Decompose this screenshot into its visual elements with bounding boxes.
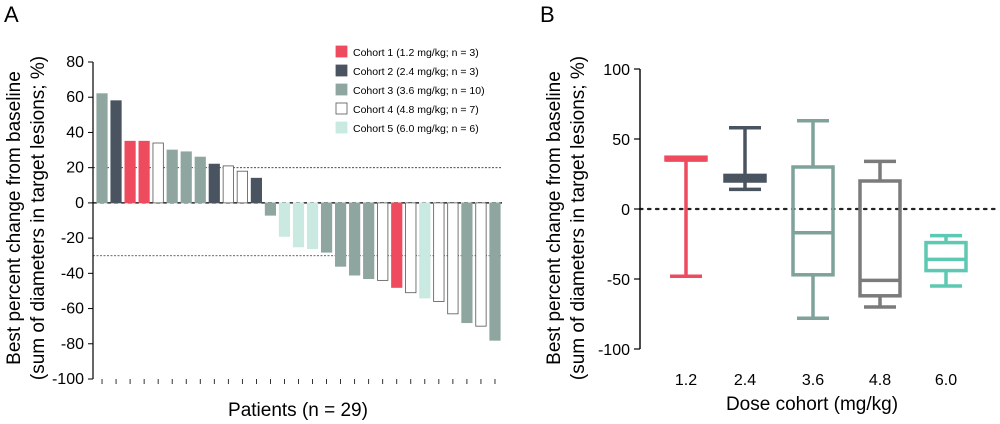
y-tick-label-60: 60 xyxy=(66,89,84,106)
bar-patient-28 xyxy=(475,202,487,327)
legend-swatch-cohort-4 xyxy=(335,102,348,115)
box-cohort-3.6 xyxy=(791,119,835,320)
x-tick-label-4.8: 4.8 xyxy=(869,372,891,389)
bar-patient-4 xyxy=(138,140,150,204)
panel-a-chart: 80 60 40 20 0 -20 -40 -60 -80 -100 Best percent c… xyxy=(4,45,502,421)
bar-patient-10 xyxy=(222,165,234,204)
box-cohort-6.0 xyxy=(924,233,968,288)
y-tick-label-0: 0 xyxy=(621,202,630,219)
legend-label-cohort-4: Cohort 4 (4.8 mg/kg; n = 7) xyxy=(353,104,479,116)
bar-patient-15 xyxy=(292,202,305,248)
bar-patient-3 xyxy=(124,140,136,204)
bar-patient-12 xyxy=(250,177,262,204)
y-tick-label-40: 40 xyxy=(66,124,84,141)
iqr-box xyxy=(791,165,835,277)
y-tick-label--80: -80 xyxy=(61,336,84,353)
bar-patient-6 xyxy=(166,149,178,204)
bar-patient-14 xyxy=(278,202,291,237)
bar-patient-16 xyxy=(306,202,319,250)
y-tick-label-20: 20 xyxy=(66,160,84,177)
panel-a-x-ticks xyxy=(101,379,496,384)
y-tick-label-0: 0 xyxy=(75,195,84,212)
panel-a-ylabel-line2: (sum of diameters in target lesions; %) xyxy=(28,56,49,380)
panel-a-legend: Cohort 1 (1.2 mg/kg; n = 3) Cohort 2 (2.4… xyxy=(335,45,485,135)
panel-a-ylabel-line1: Best percent change from baseline xyxy=(4,71,25,365)
panel-b-ylabel-line2: (sum of diameters in target lesions; %) xyxy=(568,56,589,380)
panel-a-y-ticks: 80 60 40 20 0 -20 -40 -60 -80 -100 xyxy=(52,54,84,388)
y-tick-label--100: -100 xyxy=(598,342,630,359)
iqr-box xyxy=(924,240,968,273)
legend-swatch-cohort-3 xyxy=(335,83,348,96)
y-tick-label-100: 100 xyxy=(603,62,630,79)
bar-patient-5 xyxy=(152,142,164,204)
legend-label-cohort-2: Cohort 2 (2.4 mg/kg; n = 3) xyxy=(353,66,479,78)
bar-patient-22 xyxy=(391,202,403,288)
bar-patient-7 xyxy=(180,151,192,204)
panel-b-y-ticks: 100 50 0 -50 -100 xyxy=(598,62,630,359)
bar-patient-2 xyxy=(110,100,122,204)
bar-patient-8 xyxy=(194,156,206,204)
y-tick-label--100: -100 xyxy=(52,371,84,388)
legend-swatch-cohort-2 xyxy=(335,64,348,77)
panel-a-label: A xyxy=(4,2,19,27)
legend-label-cohort-1: Cohort 1 (1.2 mg/kg; n = 3) xyxy=(353,47,479,59)
panel-b-axes xyxy=(634,68,641,350)
legend-swatch-cohort-1 xyxy=(335,45,348,58)
y-tick-label--40: -40 xyxy=(61,265,84,282)
iqr-box xyxy=(858,179,902,298)
y-tick-label--60: -60 xyxy=(61,301,84,318)
panel-b-boxes xyxy=(664,119,968,320)
bar-patient-19 xyxy=(349,202,361,276)
x-tick-label-2.4: 2.4 xyxy=(734,372,756,389)
y-tick-label-50: 50 xyxy=(612,132,630,149)
panel-a-bars xyxy=(96,93,501,341)
panel-b-chart: 100 50 0 -50 -100 1.2 2.4 3.6 4.8 6.0 Best perce… xyxy=(544,56,1000,415)
bar-patient-18 xyxy=(335,202,347,267)
bar-patient-26 xyxy=(447,202,459,315)
y-tick-label--20: -20 xyxy=(61,230,84,247)
panel-b-x-ticks: 1.2 2.4 3.6 4.8 6.0 xyxy=(675,372,957,389)
legend-swatch-cohort-5 xyxy=(335,121,348,134)
panel-b-xlabel: Dose cohort (mg/kg) xyxy=(726,394,898,415)
legend-label-cohort-3: Cohort 3 (3.6 mg/kg; n = 10) xyxy=(353,85,485,97)
panel-b-label: B xyxy=(540,2,555,27)
box-cohort-1.2 xyxy=(664,155,708,278)
bar-patient-23 xyxy=(405,202,417,294)
bar-patient-25 xyxy=(433,202,445,302)
y-tick-label-80: 80 xyxy=(66,54,84,71)
legend-label-cohort-5: Cohort 5 (6.0 mg/kg; n = 6) xyxy=(353,123,479,135)
bar-patient-27 xyxy=(461,202,473,324)
bar-patient-11 xyxy=(236,170,248,204)
bar-patient-20 xyxy=(363,202,375,280)
bar-patient-9 xyxy=(208,163,220,204)
bar-patient-29 xyxy=(489,202,501,341)
x-tick-label-1.2: 1.2 xyxy=(675,372,697,389)
x-tick-label-3.6: 3.6 xyxy=(802,372,824,389)
bar-patient-21 xyxy=(377,202,389,281)
bar-patient-13 xyxy=(264,202,277,216)
box-cohort-4.8 xyxy=(858,159,902,309)
bar-patient-17 xyxy=(320,202,333,253)
bar-patient-24 xyxy=(419,202,431,299)
panel-b-ylabel-line1: Best percent change from baseline xyxy=(544,71,565,365)
x-tick-label-6.0: 6.0 xyxy=(935,372,957,389)
panel-a-xlabel: Patients (n = 29) xyxy=(228,400,368,421)
panel-a-axes xyxy=(88,61,94,380)
y-tick-label--50: -50 xyxy=(607,272,630,289)
box-cohort-2.4 xyxy=(723,126,767,192)
bar-patient-1 xyxy=(96,93,108,204)
